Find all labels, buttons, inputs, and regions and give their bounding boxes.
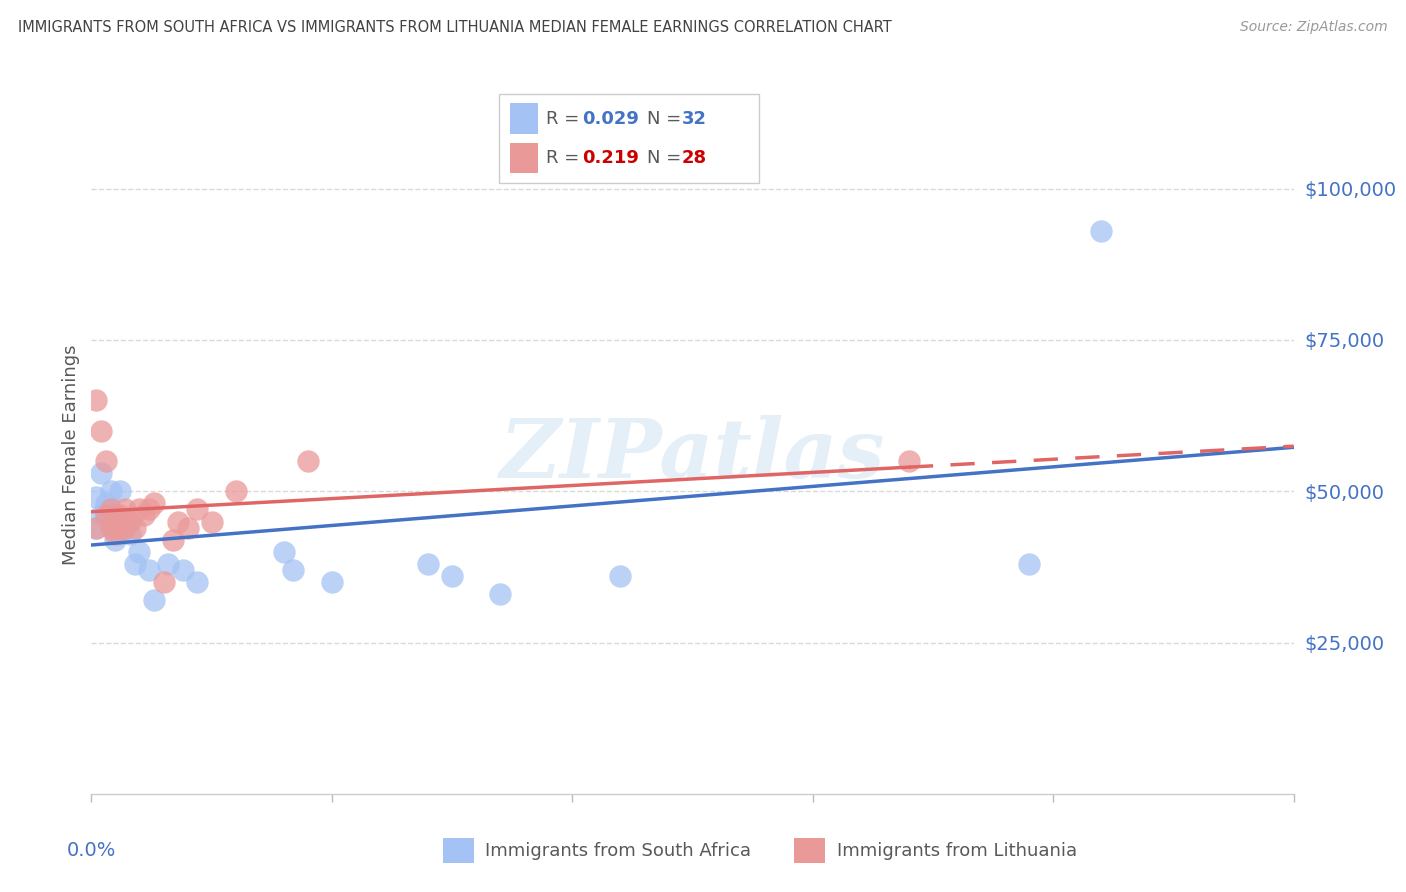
- Point: [186, 574, 208, 589]
- Point: [100, 502, 122, 516]
- Point: [201, 515, 224, 529]
- Y-axis label: Median Female Earnings: Median Female Earnings: [62, 344, 80, 566]
- Point: [90, 508, 112, 523]
- Point: [94, 508, 117, 523]
- Point: [110, 508, 132, 523]
- Point: [489, 587, 512, 601]
- Text: ZIPatlas: ZIPatlas: [499, 415, 886, 495]
- Point: [134, 508, 156, 523]
- Point: [1090, 224, 1112, 238]
- Text: N =: N =: [647, 149, 686, 167]
- Text: Immigrants from Lithuania: Immigrants from Lithuania: [837, 842, 1077, 860]
- Point: [84, 520, 107, 534]
- Point: [172, 563, 194, 577]
- Point: [114, 502, 136, 516]
- Point: [114, 520, 136, 534]
- Point: [138, 502, 160, 516]
- Point: [152, 574, 174, 589]
- Point: [104, 533, 127, 547]
- Point: [176, 520, 198, 534]
- Point: [110, 526, 132, 541]
- Text: R =: R =: [546, 110, 585, 128]
- Point: [225, 484, 247, 499]
- Point: [124, 520, 146, 534]
- Point: [104, 508, 127, 523]
- Point: [416, 557, 439, 571]
- Point: [110, 484, 132, 499]
- Text: IMMIGRANTS FROM SOUTH AFRICA VS IMMIGRANTS FROM LITHUANIA MEDIAN FEMALE EARNINGS: IMMIGRANTS FROM SOUTH AFRICA VS IMMIGRAN…: [18, 20, 891, 35]
- Point: [124, 557, 146, 571]
- Point: [157, 557, 180, 571]
- Point: [104, 526, 127, 541]
- Point: [609, 569, 631, 583]
- Point: [440, 569, 463, 583]
- Point: [138, 563, 160, 577]
- Text: Source: ZipAtlas.com: Source: ZipAtlas.com: [1240, 20, 1388, 34]
- Point: [84, 520, 107, 534]
- Text: 32: 32: [682, 110, 707, 128]
- Point: [94, 508, 117, 523]
- Text: 0.219: 0.219: [582, 149, 638, 167]
- Point: [142, 593, 165, 607]
- Point: [100, 508, 122, 523]
- Point: [84, 393, 107, 408]
- Point: [118, 515, 141, 529]
- Point: [114, 520, 136, 534]
- Text: 0.029: 0.029: [582, 110, 638, 128]
- Point: [100, 484, 122, 499]
- Point: [128, 502, 150, 516]
- Point: [110, 520, 132, 534]
- Point: [1018, 557, 1040, 571]
- Point: [897, 454, 920, 468]
- Text: Immigrants from South Africa: Immigrants from South Africa: [485, 842, 751, 860]
- Point: [94, 454, 117, 468]
- Point: [142, 496, 165, 510]
- Point: [90, 466, 112, 480]
- Point: [273, 545, 295, 559]
- Point: [186, 502, 208, 516]
- Text: N =: N =: [647, 110, 686, 128]
- Text: 28: 28: [682, 149, 707, 167]
- Point: [100, 520, 122, 534]
- Point: [167, 515, 190, 529]
- Point: [104, 515, 127, 529]
- Point: [90, 424, 112, 438]
- Point: [118, 526, 141, 541]
- Point: [94, 496, 117, 510]
- Point: [283, 563, 305, 577]
- Point: [128, 545, 150, 559]
- Text: R =: R =: [546, 149, 585, 167]
- Point: [162, 533, 184, 547]
- Point: [84, 491, 107, 505]
- Point: [104, 520, 127, 534]
- Point: [297, 454, 319, 468]
- Text: 0.0%: 0.0%: [66, 841, 117, 861]
- Point: [94, 502, 117, 516]
- Point: [321, 574, 343, 589]
